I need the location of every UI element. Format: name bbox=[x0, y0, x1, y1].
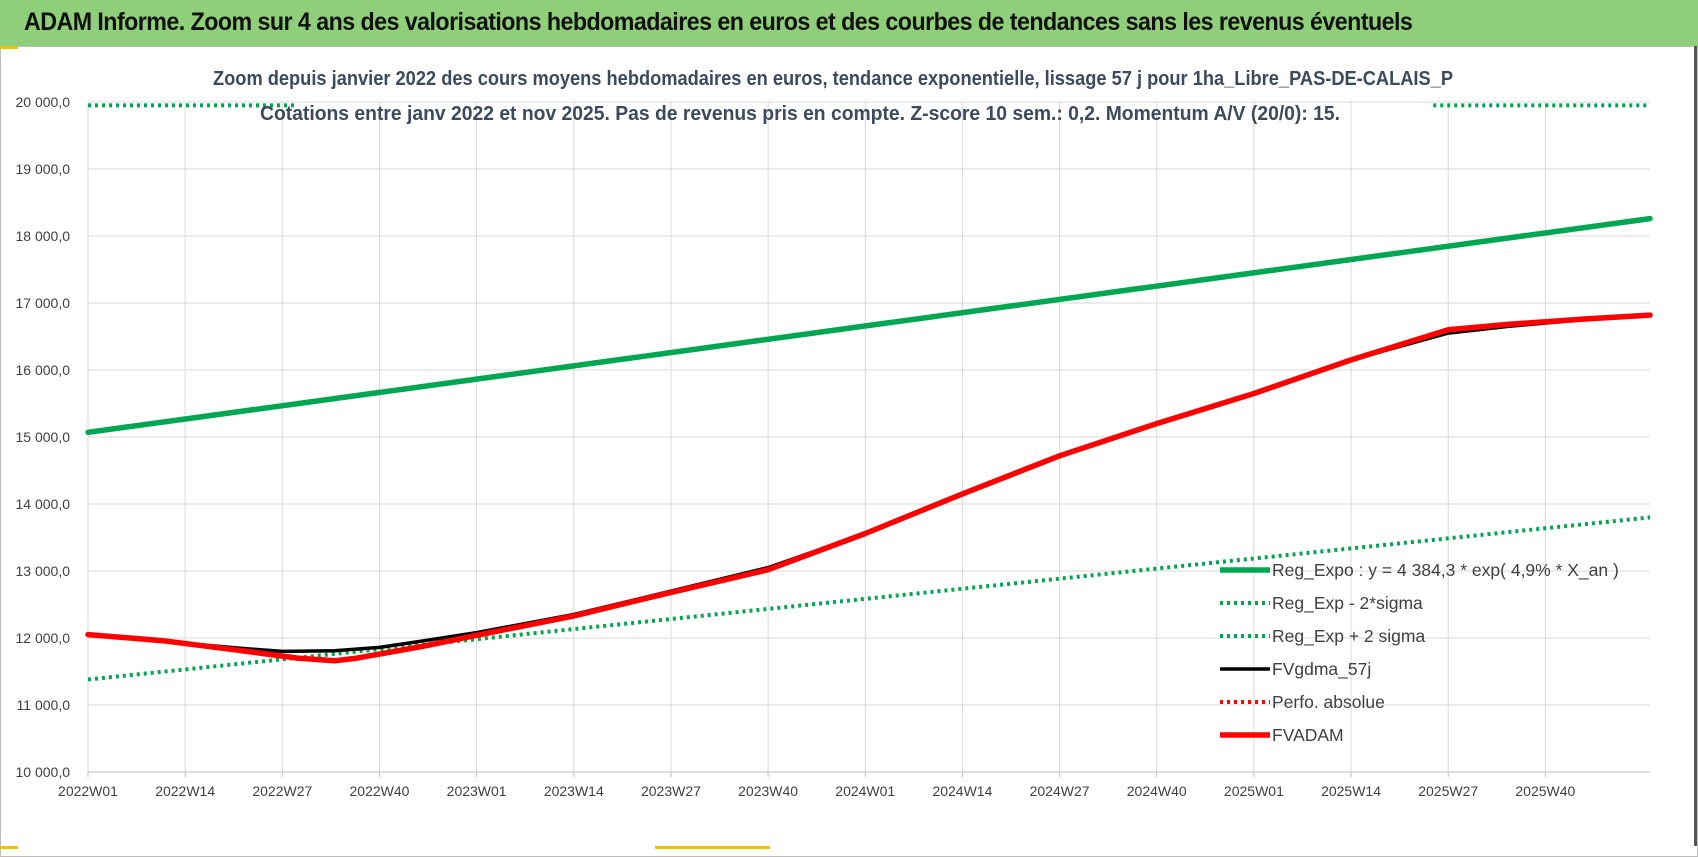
y-tick-label: 17 000,0 bbox=[16, 295, 71, 311]
x-tick-label: 2025W27 bbox=[1418, 783, 1478, 799]
x-tick-label: 2022W14 bbox=[155, 783, 215, 799]
y-tick-label: 15 000,0 bbox=[16, 429, 71, 445]
legend-label: FVADAM bbox=[1272, 725, 1344, 745]
corner-mark-bottom-center bbox=[655, 846, 770, 849]
legend-label: Perfo. absolue bbox=[1272, 692, 1385, 712]
corner-mark-bottom-left bbox=[0, 846, 18, 849]
series-line-5 bbox=[85, 312, 1653, 664]
x-tick-label: 2024W40 bbox=[1127, 783, 1187, 799]
y-tick-label: 19 000,0 bbox=[16, 161, 71, 177]
legend-label: Reg_Expo : y = 4 384,3 * exp( 4,9% * X_a… bbox=[1272, 560, 1619, 581]
x-tick-label: 2025W40 bbox=[1515, 783, 1575, 799]
y-tick-label: 16 000,0 bbox=[16, 362, 71, 378]
y-tick-label: 13 000,0 bbox=[16, 563, 71, 579]
y-tick-label: 10 000,0 bbox=[16, 764, 71, 780]
grid bbox=[87, 101, 1650, 777]
series-line-1 bbox=[87, 515, 1651, 682]
x-tick-label: 2023W27 bbox=[641, 783, 701, 799]
x-tick-label: 2024W27 bbox=[1030, 783, 1090, 799]
y-tick-label: 14 000,0 bbox=[16, 496, 71, 512]
series-layer bbox=[85, 103, 1653, 682]
x-tick-label: 2022W01 bbox=[58, 783, 118, 799]
x-axis: 2022W01 2022W14 2022W27 2022W40 2023W01 2023W… bbox=[58, 783, 1576, 799]
x-tick-label: 2025W01 bbox=[1224, 783, 1284, 799]
x-tick-label: 2024W01 bbox=[835, 783, 895, 799]
y-axis: 10 000,0 11 000,0 12 000,0 13 000,0 14 000,0… bbox=[16, 94, 71, 780]
corner-mark-top-left bbox=[0, 46, 18, 49]
y-tick-label: 18 000,0 bbox=[16, 228, 71, 244]
x-tick-label: 2024W14 bbox=[932, 783, 992, 799]
y-tick-label: 11 000,0 bbox=[17, 697, 71, 713]
legend: Reg_Expo : y = 4 384,3 * exp( 4,9% * X_a… bbox=[1220, 560, 1619, 745]
title-banner: ADAM Informe. Zoom sur 4 ans des valoris… bbox=[0, 0, 1698, 47]
x-tick-label: 2023W01 bbox=[447, 783, 507, 799]
x-tick-label: 2023W14 bbox=[544, 783, 604, 799]
corner-mark-right bbox=[1694, 46, 1697, 846]
x-tick-label: 2022W27 bbox=[252, 783, 312, 799]
x-tick-label: 2023W40 bbox=[738, 783, 798, 799]
line-chart: 10 000,0 11 000,0 12 000,0 13 000,0 14 000,0… bbox=[16, 68, 1653, 799]
chart-title: Zoom depuis janvier 2022 des cours moyen… bbox=[213, 68, 1453, 90]
banner-title: ADAM Informe. Zoom sur 4 ans des valoris… bbox=[24, 8, 1413, 36]
y-tick-label: 20 000,0 bbox=[16, 94, 71, 110]
series-line-0 bbox=[85, 215, 1653, 436]
y-tick-label: 12 000,0 bbox=[16, 630, 71, 646]
chart-subtitle: Cotations entre janv 2022 et nov 2025. P… bbox=[260, 103, 1340, 125]
legend-label: Reg_Exp + 2 sigma bbox=[1272, 626, 1425, 647]
x-tick-label: 2022W40 bbox=[350, 783, 410, 799]
legend-label: FVgdma_57j bbox=[1272, 659, 1371, 680]
x-tick-label: 2025W14 bbox=[1321, 783, 1381, 799]
legend-label: Reg_Exp - 2*sigma bbox=[1272, 593, 1423, 614]
